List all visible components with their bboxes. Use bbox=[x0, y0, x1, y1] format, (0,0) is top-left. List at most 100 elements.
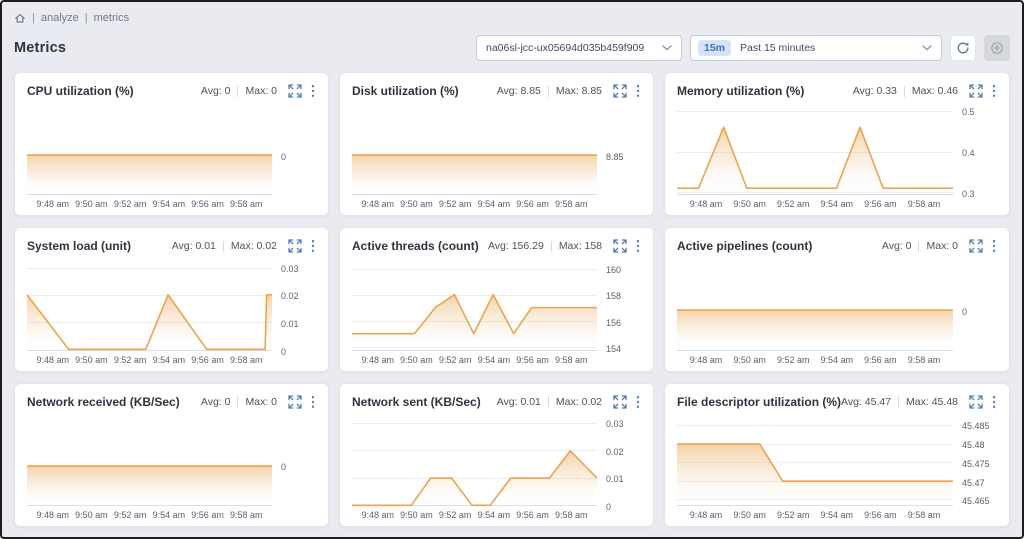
panel-title: CPU utilization (%) bbox=[27, 84, 134, 98]
chart-body: 0.03 0.02 0.01 0 9:48 am 9:50 am 9:52 am 9:54 … bbox=[27, 262, 316, 365]
chart-plot-area[interactable] bbox=[677, 107, 953, 196]
chart-body: 0.5 0.4 0.3 9:48 am 9:50 am 9:52 am 9:54 am 9:… bbox=[677, 107, 997, 210]
x-tick-label: 9:54 am bbox=[820, 509, 854, 520]
y-tick-label: 0.01 bbox=[281, 319, 299, 330]
x-tick-label: 9:50 am bbox=[400, 199, 433, 210]
expand-icon[interactable] bbox=[287, 394, 303, 410]
add-button[interactable] bbox=[984, 35, 1010, 61]
breadcrumb: | analyze | metrics bbox=[14, 10, 1010, 26]
kebab-menu-icon[interactable] bbox=[635, 394, 641, 410]
expand-icon[interactable] bbox=[612, 83, 628, 99]
expand-icon[interactable] bbox=[287, 238, 303, 254]
x-tick-label: 9:56 am bbox=[516, 354, 549, 365]
panel-stats: Avg: 0 Max: 0 bbox=[201, 83, 316, 99]
x-tick-label: 9:58 am bbox=[230, 354, 263, 365]
breadcrumb-item-analyze[interactable]: analyze bbox=[40, 12, 79, 24]
area-fill bbox=[27, 155, 272, 195]
refresh-button[interactable] bbox=[950, 35, 976, 61]
x-tick-label: 9:52 am bbox=[113, 509, 147, 520]
x-tick-label: 9:58 am bbox=[230, 199, 263, 210]
avg-value: Avg: 0.01 bbox=[496, 395, 541, 408]
x-axis-labels: 9:48 am 9:50 am 9:52 am 9:54 am 9:56 am 9:58 … bbox=[27, 506, 272, 521]
metric-card: Memory utilization (%) Avg: 0.33 Max: 0.… bbox=[664, 72, 1010, 217]
card-header: CPU utilization (%) Avg: 0 Max: 0 bbox=[27, 81, 316, 101]
chart-plot-area[interactable] bbox=[27, 107, 272, 196]
expand-icon[interactable] bbox=[287, 83, 303, 99]
chart-plot-area[interactable] bbox=[27, 418, 272, 506]
gridline bbox=[27, 267, 272, 269]
x-tick-label: 9:58 am bbox=[907, 509, 941, 520]
panel-title: Memory utilization (%) bbox=[677, 84, 805, 98]
expand-icon[interactable] bbox=[968, 238, 984, 254]
breadcrumb-item-metrics[interactable]: metrics bbox=[93, 12, 130, 24]
chart-plot-area[interactable] bbox=[677, 262, 953, 351]
kebab-menu-icon[interactable] bbox=[635, 83, 641, 99]
gridline bbox=[352, 477, 598, 479]
expand-icon[interactable] bbox=[968, 394, 984, 410]
y-tick-label: 0 bbox=[281, 151, 287, 162]
expand-icon[interactable] bbox=[612, 238, 628, 254]
avg-value: Avg: 45.47 bbox=[841, 395, 892, 408]
stats-divider bbox=[550, 240, 552, 252]
expand-icon[interactable] bbox=[968, 83, 984, 99]
x-tick-label: 9:56 am bbox=[516, 199, 549, 210]
kebab-menu-icon[interactable] bbox=[635, 238, 641, 254]
gridline bbox=[677, 151, 953, 153]
gridline bbox=[27, 295, 272, 297]
chart-plot-area[interactable] bbox=[352, 418, 597, 506]
x-tick-label: 9:50 am bbox=[75, 199, 108, 210]
panel-stats: Avg: 45.47 Max: 45.48 bbox=[841, 394, 997, 410]
kebab-menu-icon[interactable] bbox=[310, 394, 316, 410]
x-tick-label: 9:48 am bbox=[689, 509, 723, 520]
x-tick-label: 9:58 am bbox=[555, 509, 588, 520]
x-tick-label: 9:48 am bbox=[361, 354, 394, 365]
y-tick-label: 8.85 bbox=[606, 151, 624, 162]
x-tick-label: 9:52 am bbox=[438, 509, 472, 520]
expand-icon[interactable] bbox=[612, 394, 628, 410]
x-tick-label: 9:52 am bbox=[776, 354, 810, 365]
y-tick-label: 45.47 bbox=[962, 477, 985, 488]
chart-body: 0 9:48 am 9:50 am 9:52 am 9:54 am 9:56 am 9:5… bbox=[27, 107, 316, 210]
y-tick-label: 0.02 bbox=[281, 291, 299, 302]
stats-divider bbox=[222, 240, 224, 252]
kebab-menu-icon[interactable] bbox=[310, 238, 316, 254]
home-icon[interactable] bbox=[14, 12, 26, 24]
time-range-dropdown[interactable]: 15m Past 15 minutes bbox=[690, 35, 942, 61]
avg-value: Avg: 0.33 bbox=[852, 85, 897, 97]
panel-stats: Avg: 0.01 Max: 0.02 bbox=[172, 238, 316, 254]
avg-value: Avg: 0.01 bbox=[171, 240, 216, 253]
kebab-menu-icon[interactable] bbox=[991, 394, 997, 410]
entity-dropdown[interactable]: na06sl-jcc-ux05694d035b459f909 bbox=[476, 35, 682, 61]
x-tick-label: 9:48 am bbox=[689, 199, 723, 210]
x-tick-label: 9:52 am bbox=[776, 199, 810, 210]
x-axis-labels: 9:48 am 9:50 am 9:52 am 9:54 am 9:56 am 9:58 … bbox=[352, 506, 597, 521]
y-tick-label: 0.5 bbox=[962, 107, 975, 118]
panel-stats: Avg: 8.85 Max: 8.85 bbox=[497, 83, 641, 99]
y-tick-label: 0 bbox=[606, 501, 612, 512]
header-row: Metrics na06sl-jcc-ux05694d035b459f909 1… bbox=[14, 34, 1010, 62]
kebab-menu-icon[interactable] bbox=[310, 83, 316, 99]
breadcrumb-separator: | bbox=[84, 12, 88, 24]
chart-plot-area[interactable] bbox=[352, 107, 598, 196]
x-tick-label: 9:52 am bbox=[438, 199, 472, 210]
kebab-menu-icon[interactable] bbox=[991, 238, 997, 254]
panel-stats: Avg: 0.33 Max: 0.46 bbox=[853, 83, 997, 99]
x-tick-label: 9:54 am bbox=[477, 509, 511, 520]
area-fill bbox=[677, 310, 953, 350]
x-tick-label: 9:50 am bbox=[75, 354, 108, 365]
area-fill bbox=[677, 443, 953, 505]
area-fill bbox=[27, 295, 272, 350]
kebab-menu-icon[interactable] bbox=[991, 83, 997, 99]
card-header: File descriptor utilization (%) Avg: 45.… bbox=[677, 392, 997, 412]
max-value: Max: 0.46 bbox=[911, 85, 958, 97]
x-tick-label: 9:58 am bbox=[555, 199, 588, 210]
chart-plot-area[interactable] bbox=[352, 262, 598, 351]
x-tick-label: 9:48 am bbox=[361, 509, 394, 520]
max-value: Max: 0 bbox=[926, 240, 958, 253]
chart-plot-area[interactable] bbox=[27, 262, 272, 351]
panel-title: Active pipelines (count) bbox=[677, 239, 813, 254]
gridline bbox=[677, 111, 953, 113]
gridline bbox=[352, 423, 598, 425]
panel-title: Active threads (count) bbox=[352, 239, 479, 254]
chart-plot-area[interactable] bbox=[677, 418, 953, 506]
